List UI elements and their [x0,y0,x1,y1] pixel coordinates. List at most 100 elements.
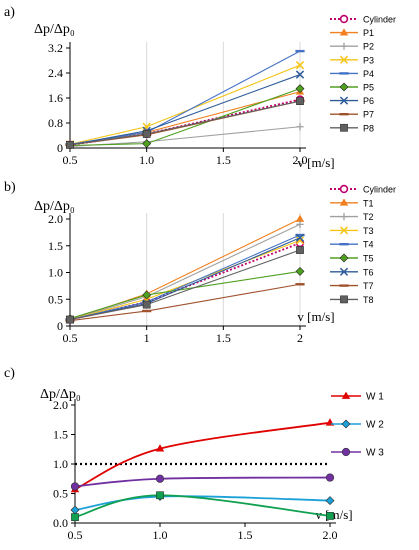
legend-label: W 1 [366,392,384,403]
legend-label: P1 [363,28,374,38]
x-tick-label: 2 [297,331,303,345]
x-tick-label: 1.0 [153,528,168,542]
legend-marker [341,391,351,399]
y-axis-label: Δp/Δp₀ [34,199,75,214]
legend-marker [339,184,349,194]
data-point [66,141,74,149]
legend-label: T3 [363,226,374,236]
legend-marker [339,284,349,287]
chart-panel-a: a) Δp/Δp₀ 0 0.8 1.6 2.4 3.2 0.5 1.0 1.5 2.0v [m/s]… [4,5,396,170]
data-point [295,233,305,237]
data-point [142,139,152,149]
legend-marker [339,55,349,64]
legend-marker [339,253,349,263]
legend-label: T2 [363,212,374,222]
legend-label: W 2 [366,420,384,431]
y-tick-label: 1.5 [48,239,63,253]
legend-marker [339,82,349,92]
data-point [295,61,305,70]
legend-marker [339,267,349,276]
y-tick-label: 0 [57,319,63,333]
data-point [296,220,304,228]
y-tick-label: 2.0 [48,212,63,226]
x-tick-label: 1.5 [216,153,231,167]
legend-label: T5 [363,254,374,264]
y-tick-label: 1.5 [53,428,68,442]
x-tick-label: 1.5 [238,528,253,542]
legend-label: T6 [363,267,374,277]
data-point [155,444,165,452]
panel-label: a) [4,5,15,20]
x-tick-label: 2.0 [323,528,338,542]
data-point [295,267,305,276]
data-point [71,513,79,521]
data-point [295,236,305,245]
data-point [325,496,335,506]
legend-label: Cylinder [363,15,396,25]
series-line-t4 [69,234,301,321]
panel-label: c) [4,366,15,381]
data-point [70,505,80,515]
legend-label: T1 [363,198,374,208]
data-point [296,97,304,105]
legend-label: T7 [363,281,374,291]
y-tick-label: 1.6 [48,91,63,105]
data-point [156,491,164,500]
data-point [70,482,80,491]
legend-marker [340,295,348,304]
series-line-cylinder [69,242,301,321]
legend-marker [341,447,351,457]
series-line-p3 [69,64,301,145]
legend-marker [339,72,349,75]
legend-marker [341,419,351,429]
series-line-unnamed [74,494,331,518]
y-tick-label: 0 [57,141,63,155]
legend-label: P2 [363,42,374,52]
data-point [326,512,334,520]
legend-marker [339,28,349,36]
data-point [142,130,151,138]
series-line-t2 [69,223,301,321]
y-tick-label: 0.8 [48,116,63,130]
legend-label: W 3 [366,448,384,459]
x-tick-label: 1.0 [139,153,154,167]
legend-label: P6 [363,96,374,106]
y-tick-label: 2.0 [53,398,68,412]
y-tick-label: 1.0 [48,266,63,280]
data-point [295,84,305,94]
legend-marker [340,123,348,132]
data-point [325,473,335,482]
x-axis-label: v [m/s] [297,155,334,170]
legend-marker [339,113,349,116]
legend-label: P4 [363,69,374,79]
y-axis-label: Δp/Δp₀ [34,22,75,37]
legend-marker [339,226,349,235]
y-tick-label: 0.5 [53,487,68,501]
data-point [142,290,152,300]
legend-label: T8 [363,295,374,305]
legend-label: P3 [363,55,374,65]
data-point [295,283,305,286]
data-point [142,300,151,309]
series-line-w3 [74,476,331,488]
x-tick-label: 1 [144,331,150,345]
legend-label: P5 [363,83,374,93]
data-point [66,315,74,324]
legend-marker [339,14,349,24]
panel-label: b) [4,180,16,195]
x-tick-label: 0.5 [63,153,78,167]
legend-label: P8 [363,123,374,133]
legend-marker [339,96,349,105]
data-point [295,214,305,222]
y-axis-label: Δp/Δp₀ [40,387,81,402]
y-tick-label: 1.0 [53,457,68,471]
x-tick-label: 0.5 [68,528,83,542]
x-axis-label: v [m/s] [315,507,352,522]
x-axis-label: v [m/s] [297,309,334,324]
legend-marker [339,243,349,246]
y-tick-label: 3.2 [48,41,63,55]
legend-label: P7 [363,110,374,120]
